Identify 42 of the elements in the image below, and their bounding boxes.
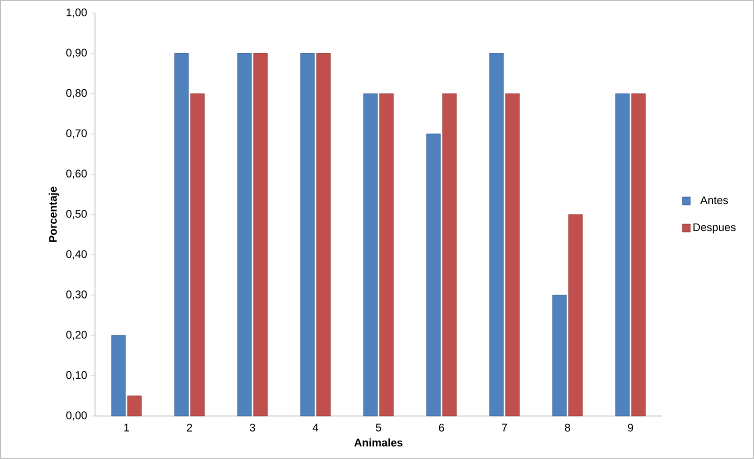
bar (127, 396, 142, 416)
bar (442, 93, 457, 416)
bar (111, 335, 126, 416)
x-axis-title: Animales (354, 438, 403, 446)
x-tick-label: 3 (250, 424, 256, 432)
y-tick-label: 0,50 (66, 210, 87, 220)
y-tick-label: 0,30 (66, 290, 87, 300)
bar (379, 93, 394, 416)
y-tick-label: 0,80 (66, 89, 87, 98)
bar (316, 53, 331, 416)
y-tick-label: 0,90 (66, 48, 87, 58)
y-tick-label: 0,00 (66, 411, 87, 421)
bar (253, 53, 268, 416)
y-tick-label: 0,10 (66, 371, 87, 380)
x-tick-label: 5 (376, 424, 382, 432)
y-tick-label: 0,70 (66, 129, 87, 138)
bar (615, 93, 630, 416)
bar (426, 134, 441, 416)
bar (174, 53, 189, 416)
bar (190, 93, 205, 416)
y-tick-label: 0,40 (66, 250, 87, 260)
x-tick-label: 6 (439, 424, 444, 432)
bar (489, 53, 504, 416)
legend-label: Despues (693, 223, 736, 234)
legend-label: Antes (700, 196, 728, 204)
x-tick-label: 2 (186, 424, 192, 432)
bar (300, 53, 315, 416)
x-tick-label: 9 (628, 424, 634, 432)
bar (568, 214, 583, 416)
x-tick-label: 1 (124, 424, 130, 432)
y-axis-title: Porcentaje (48, 186, 59, 242)
y-tick-label: 0,60 (66, 170, 87, 179)
x-tick-label: 8 (564, 424, 570, 432)
bar (363, 93, 378, 416)
bar (631, 93, 646, 416)
y-tick-label: 1,00 (66, 8, 87, 18)
bar (552, 294, 567, 416)
bar (237, 53, 252, 416)
bar (505, 93, 520, 416)
x-tick-label: 7 (502, 424, 508, 432)
x-tick-label: 4 (312, 424, 318, 432)
y-tick-label: 0,20 (66, 330, 87, 340)
